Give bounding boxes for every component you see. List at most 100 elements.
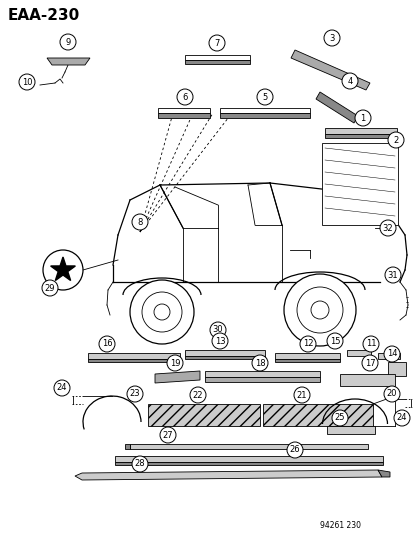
Circle shape	[383, 386, 399, 402]
Bar	[185, 356, 264, 359]
Text: 32: 32	[382, 223, 392, 232]
Circle shape	[323, 30, 339, 46]
Circle shape	[177, 89, 192, 105]
Text: 1: 1	[359, 114, 365, 123]
Circle shape	[331, 410, 347, 426]
Bar	[324, 134, 396, 138]
Polygon shape	[321, 143, 397, 225]
Circle shape	[166, 355, 183, 371]
Bar	[185, 350, 264, 356]
Bar	[204, 371, 319, 377]
Text: 14: 14	[386, 350, 396, 359]
Text: EAA-230: EAA-230	[8, 7, 80, 22]
Circle shape	[54, 380, 70, 396]
Text: 21: 21	[296, 391, 306, 400]
Circle shape	[130, 280, 194, 344]
Bar	[274, 353, 339, 359]
Circle shape	[341, 73, 357, 89]
Polygon shape	[50, 257, 75, 280]
Text: 11: 11	[365, 340, 375, 349]
Circle shape	[209, 322, 225, 338]
Text: 2: 2	[392, 135, 398, 144]
Text: 28: 28	[134, 459, 145, 469]
Circle shape	[286, 442, 302, 458]
Bar	[339, 374, 394, 386]
Circle shape	[159, 427, 176, 443]
Bar	[158, 113, 209, 118]
Circle shape	[190, 387, 206, 403]
Text: 22: 22	[192, 391, 203, 400]
Circle shape	[132, 456, 147, 472]
Text: 30: 30	[212, 326, 223, 335]
Text: 27: 27	[162, 431, 173, 440]
Text: 6: 6	[182, 93, 187, 101]
Polygon shape	[290, 50, 369, 90]
Bar	[326, 426, 374, 434]
Text: 17: 17	[364, 359, 375, 367]
Circle shape	[361, 355, 377, 371]
Polygon shape	[75, 470, 381, 480]
Bar	[158, 108, 209, 113]
Bar	[130, 444, 367, 449]
Text: 10: 10	[22, 77, 32, 86]
Circle shape	[362, 336, 378, 352]
Text: 20: 20	[386, 390, 396, 399]
Circle shape	[43, 250, 83, 290]
Circle shape	[299, 336, 315, 352]
Circle shape	[256, 89, 272, 105]
Circle shape	[283, 274, 355, 346]
Bar	[262, 404, 372, 426]
Polygon shape	[377, 470, 389, 477]
Text: 23: 23	[129, 390, 140, 399]
Circle shape	[132, 214, 147, 230]
Circle shape	[127, 386, 142, 402]
Text: 31: 31	[387, 271, 397, 279]
Bar	[219, 108, 309, 113]
Text: 3: 3	[328, 34, 334, 43]
Circle shape	[384, 267, 400, 283]
Bar	[88, 359, 180, 362]
Circle shape	[387, 132, 403, 148]
Circle shape	[293, 387, 309, 403]
Circle shape	[19, 74, 35, 90]
Text: 19: 19	[169, 359, 180, 367]
Circle shape	[99, 336, 115, 352]
Circle shape	[393, 410, 409, 426]
Text: 4: 4	[347, 77, 352, 85]
Bar	[115, 456, 382, 462]
Text: 5: 5	[262, 93, 267, 101]
Bar	[185, 60, 249, 64]
Polygon shape	[154, 371, 199, 383]
Bar	[387, 362, 405, 376]
Bar	[115, 462, 382, 465]
Circle shape	[60, 34, 76, 50]
Bar	[88, 353, 180, 359]
Bar	[219, 113, 309, 118]
Text: 7: 7	[214, 38, 219, 47]
Bar	[324, 128, 396, 134]
Circle shape	[209, 35, 224, 51]
Polygon shape	[315, 92, 357, 123]
Text: 15: 15	[329, 336, 339, 345]
Text: 13: 13	[214, 336, 225, 345]
Text: 8: 8	[137, 217, 142, 227]
Text: 29: 29	[45, 284, 55, 293]
Text: 25: 25	[334, 414, 344, 423]
Bar	[147, 404, 259, 426]
Text: 12: 12	[302, 340, 313, 349]
Circle shape	[252, 355, 267, 371]
Circle shape	[383, 346, 399, 362]
Bar	[185, 55, 249, 60]
Text: 16: 16	[102, 340, 112, 349]
Text: 18: 18	[254, 359, 265, 367]
Text: 24: 24	[57, 384, 67, 392]
Circle shape	[326, 333, 342, 349]
Text: 24: 24	[396, 414, 406, 423]
Text: 9: 9	[65, 37, 71, 46]
Text: 94261 230: 94261 230	[319, 521, 360, 530]
Polygon shape	[47, 58, 90, 65]
Bar	[274, 359, 339, 362]
Circle shape	[354, 110, 370, 126]
Polygon shape	[125, 444, 130, 449]
Bar	[204, 377, 319, 382]
